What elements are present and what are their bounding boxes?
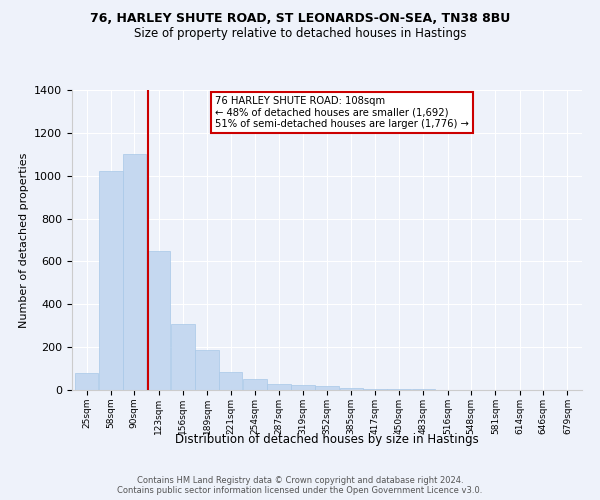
Bar [147, 250, 170, 390]
Text: 76, HARLEY SHUTE ROAD, ST LEONARDS-ON-SEA, TN38 8BU: 76, HARLEY SHUTE ROAD, ST LEONARDS-ON-SE… [90, 12, 510, 26]
Bar [219, 372, 242, 390]
Text: Distribution of detached houses by size in Hastings: Distribution of detached houses by size … [175, 432, 479, 446]
Bar [387, 389, 411, 390]
Bar [291, 384, 314, 390]
Text: Contains HM Land Registry data © Crown copyright and database right 2024.
Contai: Contains HM Land Registry data © Crown c… [118, 476, 482, 495]
Text: 76 HARLEY SHUTE ROAD: 108sqm
← 48% of detached houses are smaller (1,692)
51% of: 76 HARLEY SHUTE ROAD: 108sqm ← 48% of de… [215, 96, 469, 129]
Bar [315, 386, 339, 390]
Bar [99, 172, 122, 390]
Y-axis label: Number of detached properties: Number of detached properties [19, 152, 29, 328]
Bar [122, 154, 146, 390]
Bar [340, 388, 363, 390]
Bar [171, 324, 194, 390]
Bar [268, 384, 291, 390]
Text: Size of property relative to detached houses in Hastings: Size of property relative to detached ho… [134, 28, 466, 40]
Bar [363, 389, 386, 390]
Bar [243, 380, 267, 390]
Bar [75, 373, 98, 390]
Bar [196, 350, 219, 390]
